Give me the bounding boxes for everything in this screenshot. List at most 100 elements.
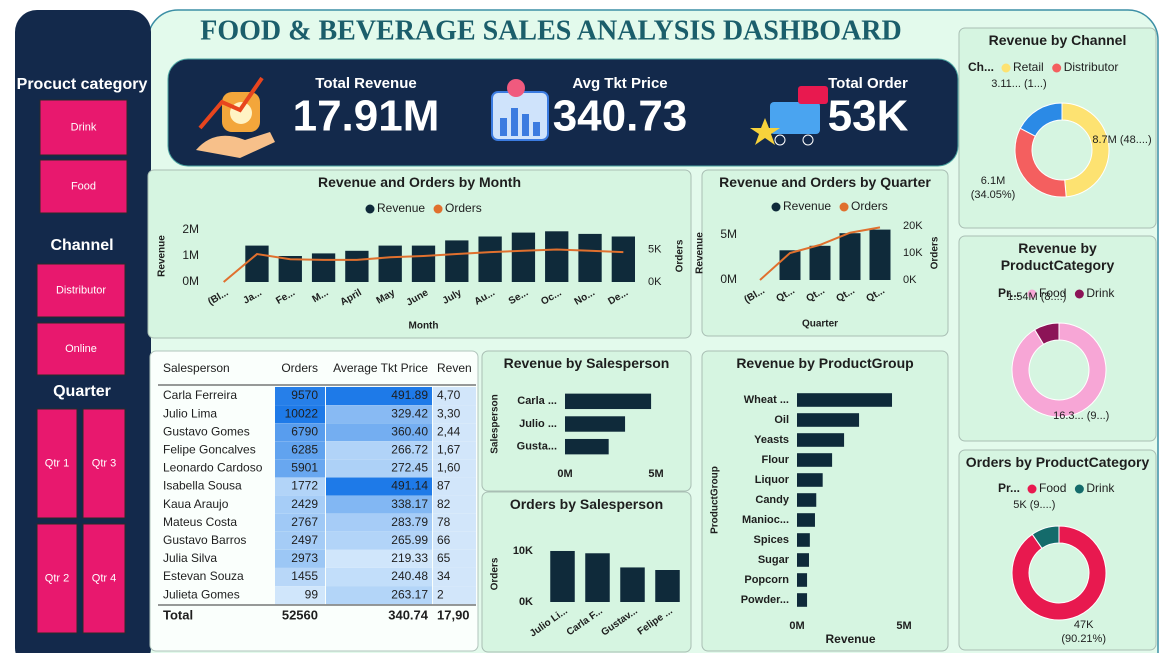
chart-title: Revenue and Orders by Quarter: [719, 174, 931, 190]
slicer-label: Qtr 4: [92, 572, 116, 584]
slicer-button[interactable]: [36, 408, 78, 519]
slicer-button[interactable]: [36, 523, 78, 634]
bar: [779, 250, 801, 280]
y-tick-label: Yeasts: [754, 434, 789, 446]
bar: [311, 253, 336, 282]
orders-value: 2497: [291, 533, 318, 547]
axis-title: Month: [409, 321, 439, 332]
price-cell: [326, 513, 432, 532]
y-tick-label: 5M: [720, 227, 737, 241]
legend-marker: [771, 202, 781, 212]
salesperson-name: Leonardo Cardoso: [163, 461, 263, 475]
slicer-label: Qtr 1: [45, 457, 69, 469]
legend-marker: [1001, 63, 1011, 73]
orders-cell: [275, 405, 325, 424]
bar: [797, 533, 810, 547]
orders-value: 1772: [291, 479, 318, 493]
data-label: 5K (9....): [1013, 499, 1056, 511]
revenue-value: 87: [437, 479, 451, 493]
orders-line: [759, 226, 881, 281]
legend-label: Orders: [445, 201, 482, 215]
kpi-value: 17.91M: [293, 92, 440, 141]
donut-slice: [1011, 322, 1107, 418]
price-cell: [326, 531, 432, 550]
revenue-value: 2,44: [437, 424, 461, 438]
y-tick-label: 0K: [519, 596, 533, 608]
revenue-value: 4,70: [437, 388, 461, 402]
slicer-label: Drink: [71, 121, 97, 133]
price-cell: [326, 423, 432, 442]
table-header: Average Tkt Price: [333, 361, 428, 375]
revenue-cell: [433, 459, 476, 478]
y-tick-label: Carla ...: [517, 395, 557, 407]
slicer-button[interactable]: [39, 99, 128, 156]
revenue-cell: [433, 405, 476, 424]
slicer-button[interactable]: [82, 408, 126, 519]
orders-value: 2767: [291, 515, 318, 529]
y2-tick-label: 0K: [903, 274, 917, 286]
revenue-cell: [433, 387, 476, 405]
salesperson-name: Estevan Souza: [163, 569, 244, 583]
y-tick-label: Candy: [755, 494, 790, 506]
legend-label: Orders: [851, 199, 888, 213]
orders-value: 6285: [291, 442, 318, 456]
revenue-value: 65: [437, 551, 451, 565]
price-cell: [326, 586, 432, 605]
data-label: 8.7M (48....): [1092, 133, 1152, 146]
slicer-label: Qtr 3: [92, 457, 116, 469]
data-label: 16.3... (9...): [1053, 410, 1110, 422]
revenue-value: 2: [437, 587, 444, 601]
y2-tick-label: 5K: [648, 243, 662, 255]
revenue-cell: [433, 531, 476, 550]
slicer-button[interactable]: [36, 322, 126, 376]
revenue-cell: [433, 495, 476, 514]
legend-label: Food: [1039, 286, 1066, 300]
revenue-value: 34: [437, 569, 451, 583]
chart-title-box: Revenue by ProductGroup: [736, 355, 913, 371]
donut-slice: [1019, 102, 1063, 137]
revenue-cell: [433, 441, 476, 460]
y-tick-label: Sugar: [758, 554, 790, 566]
bar: [511, 232, 536, 282]
y-tick-label: Gusta...: [517, 441, 557, 453]
total-cell: Total: [163, 607, 193, 622]
price-value: 272.45: [391, 461, 428, 475]
salesperson-name: Julia Silva: [163, 551, 217, 565]
data-label: 3.11... (1...): [991, 78, 1047, 90]
slicer-label: Online: [65, 343, 97, 355]
chart-panel: [701, 350, 949, 652]
slicer-button[interactable]: [82, 523, 126, 634]
donut-slice: [1061, 102, 1110, 198]
orders-cell: [275, 387, 325, 405]
axis-title: Orders: [930, 236, 941, 269]
bar: [565, 393, 652, 410]
kpi-value: 340.73: [553, 92, 688, 141]
orders-cell: [275, 477, 325, 496]
slicer-button[interactable]: [39, 159, 128, 214]
data-label: 47K (90.21%): [1061, 619, 1106, 645]
revenue-cell: [433, 586, 476, 605]
data-label-box: 1.54M (8....): [1007, 291, 1066, 303]
total-cell: 17,90: [437, 607, 470, 622]
salesperson-name: Julio Lima: [163, 406, 217, 420]
bar: [245, 245, 269, 282]
orders-cell: [275, 513, 325, 532]
slicer-button[interactable]: [36, 263, 126, 318]
slicer-title: Quarter: [53, 383, 111, 400]
bar: [545, 231, 569, 282]
revenue-cell: [433, 423, 476, 442]
orders-value: 10022: [285, 406, 319, 420]
total-cell: 340.74: [388, 607, 429, 622]
axis-title: Orders: [675, 239, 686, 272]
bar: [565, 438, 609, 455]
bar: [797, 413, 860, 427]
revenue-value: 78: [437, 515, 451, 529]
y-tick-label: Spices: [754, 534, 789, 546]
revenue-value: 82: [437, 497, 451, 511]
legend-label: Food: [1039, 481, 1066, 495]
legend-marker: [1074, 289, 1084, 299]
bar: [797, 593, 808, 607]
bar: [445, 240, 469, 282]
kpi-label: Total Order: [828, 75, 908, 92]
revenue-value: 66: [437, 533, 451, 547]
